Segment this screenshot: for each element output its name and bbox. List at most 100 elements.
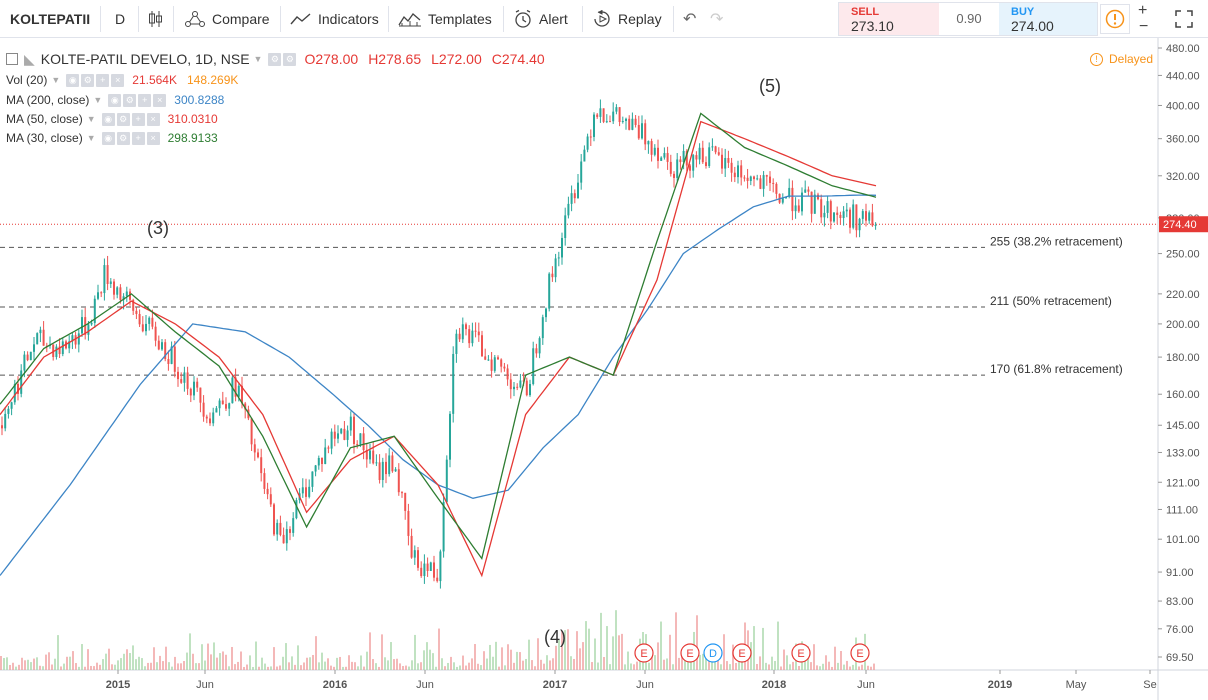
volume-bar [357, 666, 359, 670]
indicators-button[interactable]: Indicators [290, 0, 379, 38]
settings-icon[interactable]: ⚙ [283, 52, 297, 66]
candle-body [391, 455, 394, 472]
price-tick-label: 400.00 [1166, 100, 1200, 112]
add-icon[interactable]: + [131, 131, 145, 145]
candle-body [7, 408, 10, 414]
settings-icon[interactable]: ⚙ [116, 112, 130, 126]
candle-body [465, 324, 467, 330]
replay-button[interactable]: Replay [592, 0, 662, 38]
close-icon[interactable]: × [153, 93, 167, 107]
volume-bar [120, 658, 122, 670]
volume-bar [507, 644, 509, 670]
interval-button[interactable]: D [115, 0, 125, 38]
candle-body [737, 165, 739, 178]
volume-bar [6, 657, 8, 670]
chevron-down-icon[interactable]: ▼ [51, 75, 61, 85]
fullscreen-button[interactable] [1175, 0, 1193, 38]
candle-body [263, 473, 266, 489]
volume-bar [558, 639, 560, 670]
ma30-name[interactable]: MA (30, close) [6, 131, 83, 145]
candle-body [804, 189, 807, 193]
volume-bar [600, 612, 602, 670]
volume-bar [366, 651, 368, 670]
ma50-name[interactable]: MA (50, close) [6, 112, 83, 126]
volume-name[interactable]: Vol (20) [6, 73, 48, 87]
volume-bar [819, 666, 821, 670]
chart-style-button[interactable] [148, 0, 164, 38]
templates-button[interactable]: Templates [398, 0, 492, 38]
zoom-out-button[interactable]: − [1139, 8, 1148, 46]
sell-button[interactable]: SELL 273.10 [839, 3, 939, 35]
eye-icon[interactable]: ◉ [101, 112, 115, 126]
price-tick-label: 360.00 [1166, 134, 1200, 146]
undo-button[interactable]: ↶ [683, 0, 696, 38]
close-icon[interactable]: × [111, 73, 125, 87]
collapse-icon[interactable] [6, 53, 18, 65]
chevron-down-icon[interactable]: ▼ [86, 133, 96, 143]
legend-title[interactable]: KOLTE-PATIL DEVELO, 1D, NSE [40, 51, 250, 67]
add-icon[interactable]: + [131, 112, 145, 126]
volume-bar [273, 647, 275, 670]
compare-button[interactable]: Compare [184, 0, 270, 38]
indicators-icon [290, 13, 311, 25]
eye-icon[interactable]: ◉ [101, 131, 115, 145]
eye-icon[interactable]: ◉ [108, 93, 122, 107]
volume-value: 21.564K [132, 73, 177, 87]
candle-body [743, 177, 746, 179]
add-icon[interactable]: + [138, 93, 152, 107]
volume-bar [339, 656, 341, 670]
volume-bar [114, 664, 116, 670]
volume-bar [603, 657, 605, 670]
candle-body [151, 317, 154, 327]
symbol-search[interactable]: KOLTEPATII [10, 0, 90, 38]
candle-body [788, 187, 791, 197]
chevron-down-icon[interactable]: ▼ [93, 95, 103, 105]
volume-bar [777, 621, 779, 670]
delayed-badge[interactable]: ! Delayed [1090, 52, 1153, 66]
settings-icon[interactable]: ⚙ [81, 73, 95, 87]
price-tick-label: 69.50 [1166, 652, 1194, 664]
volume-bar [69, 656, 71, 670]
buy-button[interactable]: BUY 274.00 [999, 3, 1097, 35]
settings-icon[interactable]: ⚙ [123, 93, 137, 107]
chevron-down-icon[interactable]: ▼ [253, 54, 263, 64]
volume-bar [675, 612, 677, 670]
volume-bar [459, 665, 461, 670]
close-icon[interactable]: × [146, 112, 160, 126]
zoom-in-button[interactable]: + [1138, 0, 1147, 30]
info-button[interactable] [1100, 4, 1130, 34]
volume-bar [375, 663, 377, 670]
volume-bar [84, 666, 86, 670]
volume-bar [564, 630, 566, 670]
add-icon[interactable]: + [96, 73, 110, 87]
volume-bar [441, 658, 443, 670]
candle-body [161, 342, 163, 350]
volume-bar [414, 634, 416, 670]
settings-icon[interactable]: ⚙ [116, 131, 130, 145]
chevron-down-icon[interactable]: ▼ [86, 114, 96, 124]
candle-body [653, 147, 656, 155]
chart-area[interactable]: 480.00440.00400.00360.00320.00280.00250.… [0, 38, 1208, 700]
volume-bar [309, 657, 311, 670]
candle-body [455, 333, 458, 354]
close-icon[interactable]: × [146, 131, 160, 145]
candle-body [74, 335, 77, 345]
candle-body [311, 471, 314, 487]
settings-icon[interactable]: ⚙ [268, 52, 282, 66]
retracement-label: 211 (50% retracement) [990, 294, 1112, 308]
volume-bar [396, 658, 398, 670]
price-tick-label: 83.00 [1166, 596, 1194, 608]
candle-body [452, 353, 455, 414]
price-chart[interactable]: 480.00440.00400.00360.00320.00280.00250.… [0, 38, 1208, 700]
candle-body [381, 461, 384, 481]
toolbar-divider [673, 6, 674, 32]
redo-button[interactable]: ↷ [710, 0, 723, 38]
volume-bar [543, 663, 545, 670]
candle-body [234, 377, 237, 397]
volume-bar [105, 653, 107, 670]
eye-icon[interactable]: ◉ [66, 73, 80, 87]
volume-bar [765, 662, 767, 670]
alert-button[interactable]: Alert [513, 0, 568, 38]
ma200-name[interactable]: MA (200, close) [6, 93, 90, 107]
volume-bar [408, 666, 410, 670]
